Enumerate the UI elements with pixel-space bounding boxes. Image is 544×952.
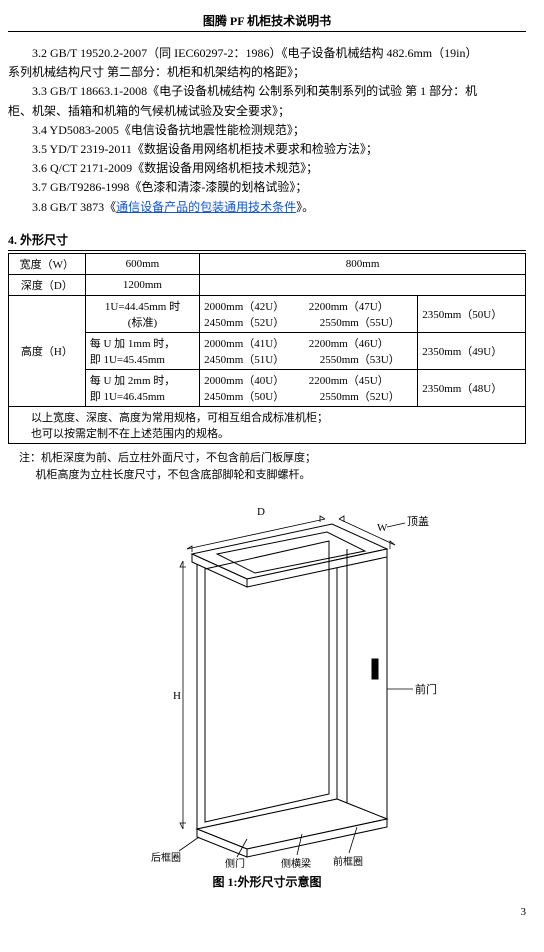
table-row: 每 U 加 1mm 时， 即 1U=45.45mm 2000mm（41U）220… <box>9 332 526 369</box>
label-side-beam: 侧横梁 <box>281 857 311 869</box>
cell-depth-1: 1200mm <box>85 274 199 295</box>
ref-3-3-b: 柜、机架、插箱和机箱的气候机械试验及安全要求》； <box>8 102 526 121</box>
note-line-2: 机柜高度为立柱长度尺寸，不包含底部脚轮和支脚螺杆。 <box>36 467 527 485</box>
cell-h3-2b: 2550mm（52U） <box>309 388 414 404</box>
cell-h3-1b: 2200mm（45U） <box>309 372 414 388</box>
ref-3-8-post: 》。 <box>296 200 314 214</box>
label-side-door: 侧门 <box>225 857 245 869</box>
cell-h2-1: 2000mm（41U）2200mm（46U） 2450mm（51U）2550mm… <box>200 332 418 369</box>
cell-width-h: 宽度（W） <box>9 253 86 274</box>
label-W: W <box>377 522 388 534</box>
label-top: 顶盖 <box>407 514 429 528</box>
cell-h3-0: 每 U 加 2mm 时， 即 1U=46.45mm <box>85 369 199 406</box>
cabinet-diagram: D W H 顶盖 前门 后框圈 侧门 侧横梁 前框圈 <box>87 499 447 869</box>
ref-3-8-link[interactable]: 通信设备产品的包装通用技术条件 <box>116 200 296 214</box>
figure-caption: 图 1:外形尺寸示意图 <box>8 873 526 890</box>
foot1: 以上宽度、深度、高度为常用规格，可相互组合成标准机柜； <box>31 409 521 425</box>
table-row: 宽度（W） 600mm 800mm <box>9 253 526 274</box>
cell-h2-3: 2350mm（49U） <box>418 332 526 369</box>
cell-width-2: 800mm <box>200 253 526 274</box>
cell-h1-1b: 2200mm（47U） <box>309 298 414 314</box>
cell-h1-1a: 2000mm（42U） <box>204 298 309 314</box>
cell-h2-0a: 每 U 加 1mm 时， <box>90 335 195 351</box>
cell-h3-1a: 2000mm（40U） <box>204 372 309 388</box>
page-title: 图腾 PF 机柜技术说明书 <box>8 12 526 29</box>
foot2: 也可以按需定制不在上述范围内的规格。 <box>31 425 521 441</box>
cell-h1-2a: 2450mm（52U） <box>204 314 309 330</box>
references-block: 3.2 GB/T 19520.2-2007（同 IEC60297-2：1986）… <box>8 44 526 217</box>
notes-block: 注：机柜深度为前、后立柱外面尺寸，不包含前后门板厚度； 机柜高度为立柱长度尺寸，… <box>8 450 526 485</box>
cell-h2-1a: 2000mm（41U） <box>204 335 309 351</box>
cell-h3-0a: 每 U 加 2mm 时， <box>90 372 195 388</box>
label-H: H <box>173 690 181 702</box>
cell-depth-h: 深度（D） <box>9 274 86 295</box>
table-row: 每 U 加 2mm 时， 即 1U=46.45mm 2000mm（40U）220… <box>9 369 526 406</box>
cell-foot: 以上宽度、深度、高度为常用规格，可相互组合成标准机柜； 也可以按需定制不在上述范… <box>9 406 526 443</box>
cell-h2-1b: 2200mm（46U） <box>309 335 414 351</box>
cell-h2-2a: 2450mm（51U） <box>204 351 309 367</box>
ref-3-5: 3.5 YD/T 2319-2011《数据设备用网络机柜技术要求和检验方法》； <box>8 140 526 159</box>
figure-1: D W H 顶盖 前门 后框圈 侧门 侧横梁 前框圈 图 1:外形尺寸示意图 <box>8 499 526 890</box>
header-rule <box>8 31 526 32</box>
label-front-frame: 前框圈 <box>333 855 363 868</box>
ref-3-8: 3.8 GB/T 3873《通信设备产品的包装通用技术条件》。 <box>8 198 526 217</box>
cell-h1-2b: 2550mm（55U） <box>309 314 414 330</box>
ref-3-3-a: 3.3 GB/T 18663.1-2008《电子设备机械结构 公制系列和英制系列… <box>8 82 526 101</box>
cell-h3-3: 2350mm（48U） <box>418 369 526 406</box>
cell-h1-3: 2350mm（50U） <box>418 295 526 332</box>
label-back-frame: 后框圈 <box>151 851 181 864</box>
page-number: 3 <box>8 906 526 918</box>
table-row: 深度（D） 1200mm <box>9 274 526 295</box>
cell-h2-0: 每 U 加 1mm 时， 即 1U=45.45mm <box>85 332 199 369</box>
dimensions-table: 宽度（W） 600mm 800mm 深度（D） 1200mm 高度（H） 1U=… <box>8 253 526 444</box>
note-line-1: 注：机柜深度为前、后立柱外面尺寸，不包含前后门板厚度； <box>19 450 526 468</box>
table-row: 以上宽度、深度、高度为常用规格，可相互组合成标准机柜； 也可以按需定制不在上述范… <box>9 406 526 443</box>
ref-3-2-a: 3.2 GB/T 19520.2-2007（同 IEC60297-2：1986）… <box>8 44 526 63</box>
cell-width-1: 600mm <box>85 253 199 274</box>
ref-3-4: 3.4 YD5083-2005《电信设备抗地震性能检测规范》； <box>8 121 526 140</box>
ref-3-7: 3.7 GB/T9286-1998《色漆和清漆-漆膜的划格试验》； <box>8 178 526 197</box>
cell-h2-2b: 2550mm（53U） <box>309 351 414 367</box>
cell-h1-1: 2000mm（42U）2200mm（47U） 2450mm（52U）2550mm… <box>200 295 418 332</box>
section-4-title: 4. 外形尺寸 <box>8 231 526 248</box>
ref-3-8-pre: 3.8 GB/T 3873《 <box>32 200 116 214</box>
cell-h1-0: 1U=44.45mm 时 (标准) <box>85 295 199 332</box>
label-front-door: 前门 <box>415 682 437 696</box>
cell-depth-blank <box>200 274 526 295</box>
section-4-rule <box>8 250 526 251</box>
label-D: D <box>257 506 265 518</box>
cell-h1-0a: 1U=44.45mm 时 <box>90 298 195 314</box>
ref-3-2-b: 系列机械结构尺寸 第二部分：机柜和机架结构的格距》； <box>8 63 526 82</box>
cell-h3-2a: 2450mm（50U） <box>204 388 309 404</box>
cell-h3-1: 2000mm（40U）2200mm（45U） 2450mm（50U）2550mm… <box>200 369 418 406</box>
cell-h2-0b: 即 1U=45.45mm <box>90 351 195 367</box>
cell-h3-0b: 即 1U=46.45mm <box>90 388 195 404</box>
table-row: 高度（H） 1U=44.45mm 时 (标准) 2000mm（42U）2200m… <box>9 295 526 332</box>
ref-3-6: 3.6 Q/CT 2171-2009《数据设备用网络机柜技术规范》； <box>8 159 526 178</box>
cell-height-h: 高度（H） <box>9 295 86 406</box>
cell-h1-0b: (标准) <box>90 314 195 330</box>
